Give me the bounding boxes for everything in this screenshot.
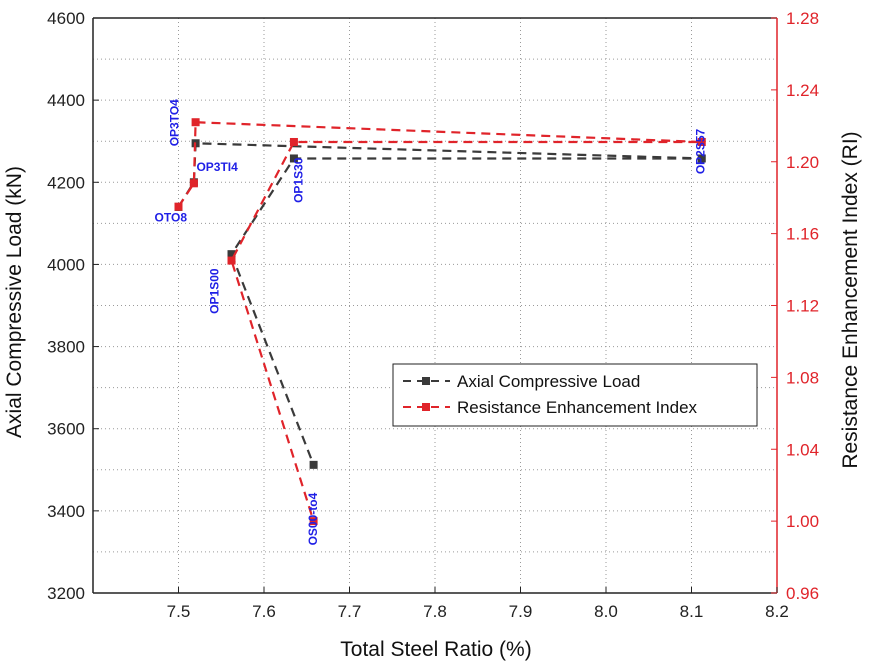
legend-marker-axial-load [422,377,430,385]
axial-load-point [697,154,706,163]
x-tick-label: 7.7 [338,602,362,621]
ri-point [189,179,198,188]
x-tick-label: 7.8 [423,602,447,621]
y-right-tick-label: 1.20 [786,153,819,172]
y-right-tick-label: 0.96 [786,584,819,603]
point-annotation: OS00-to4 [306,492,320,545]
y-left-axis-title: Axial Compressive Load (kN) [3,166,26,438]
y-right-tick-label: 1.24 [786,81,819,100]
x-tick-label: 7.5 [167,602,191,621]
y-right-tick-label: 1.08 [786,368,819,387]
legend-label-ri: Resistance Enhancement Index [457,398,698,417]
point-annotation: OP2S57 [693,128,707,174]
x-tick-label: 7.6 [252,602,276,621]
y-left-tick-label: 3200 [47,584,85,603]
y-right-tick-label: 1.12 [786,297,819,316]
ri-point [227,256,236,265]
y-right-tick-label: 1.28 [786,9,819,28]
legend-label-axial-load: Axial Compressive Load [457,372,640,391]
y-left-tick-label: 3600 [47,420,85,439]
ri-point [191,118,200,127]
y-left-tick-label: 4200 [47,173,85,192]
ri-point [289,137,298,146]
legend-marker-ri [422,403,430,411]
x-tick-label: 8.2 [765,602,789,621]
point-annotation: OP3TI4 [196,160,238,174]
x-axis-title: Total Steel Ratio (%) [340,638,531,661]
point-annotation: OP3TO4 [168,99,182,146]
ri-point [174,202,183,211]
x-tick-label: 8.0 [594,602,618,621]
axial-load-line [177,142,702,255]
axial-load-point [289,154,298,163]
y-right-tick-label: 1.04 [786,440,819,459]
y-left-tick-label: 4600 [47,9,85,28]
point-annotation: OP1S00 [208,268,222,314]
x-tick-label: 7.9 [509,602,533,621]
y-right-tick-label: 1.00 [786,512,819,531]
point-annotation: OP1S30 [291,157,305,203]
axial-load-line-branch [230,253,315,466]
ri-point [697,137,706,146]
point-annotation: OTO8 [155,210,188,224]
y-left-tick-label: 3800 [47,338,85,357]
ri-point [309,517,318,526]
y-left-tick-label: 4400 [47,91,85,110]
axial-load-point [227,250,236,259]
y-right-tick-label: 1.16 [786,225,819,244]
axial-load-point [309,460,318,469]
y-left-tick-label: 4000 [47,255,85,274]
y-left-tick-label: 3400 [47,502,85,521]
x-tick-label: 8.1 [680,602,704,621]
y-right-axis-title: Resistance Enhancement Index (RI) [839,131,862,468]
